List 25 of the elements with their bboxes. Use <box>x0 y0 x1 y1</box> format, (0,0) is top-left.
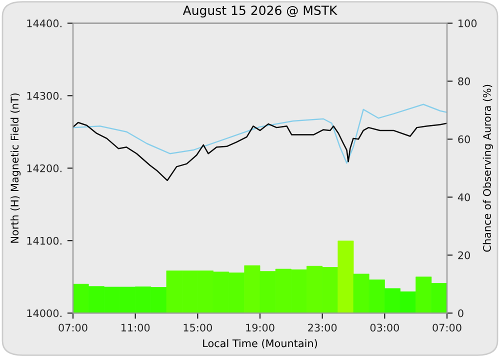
y2-tick-label: 100 <box>458 19 477 28</box>
chart-title: August 15 2026 @ MSTK <box>182 6 338 18</box>
y-axis-title: North (H) Magnetic Field (nT) <box>10 93 21 243</box>
x-tick-label: 11:00 <box>121 324 150 332</box>
y2-axis-title: Chance of Observing Aurora (%) <box>482 84 493 252</box>
x-tick-label: 23:00 <box>308 324 337 332</box>
line-series <box>73 122 447 182</box>
y-tick-label: 14000. <box>27 309 62 318</box>
y-tick-label: 14100. <box>27 236 62 245</box>
bar <box>338 240 354 314</box>
line-series <box>73 104 447 164</box>
x-tick-label: 03:00 <box>370 324 399 332</box>
y-tick-label: 14200. <box>27 164 62 172</box>
y2-tick-label: 80 <box>458 77 470 86</box>
y2-tick-label: 20 <box>458 251 470 260</box>
y2-tick-label: 40 <box>458 193 470 202</box>
x-axis-title: Local Time (Mountain) <box>203 339 317 348</box>
y-tick-label: 14400. <box>27 19 62 28</box>
x-tick-label: 07:00 <box>58 324 88 332</box>
x-tick-label: 07:00 <box>432 324 462 332</box>
y2-tick-label: 60 <box>458 135 470 144</box>
y-tick-label: 14300. <box>27 92 62 100</box>
x-tick-label: 15:00 <box>184 324 212 332</box>
x-tick-label: 19:00 <box>246 324 274 332</box>
y2-tick-label: 0 <box>458 309 464 318</box>
